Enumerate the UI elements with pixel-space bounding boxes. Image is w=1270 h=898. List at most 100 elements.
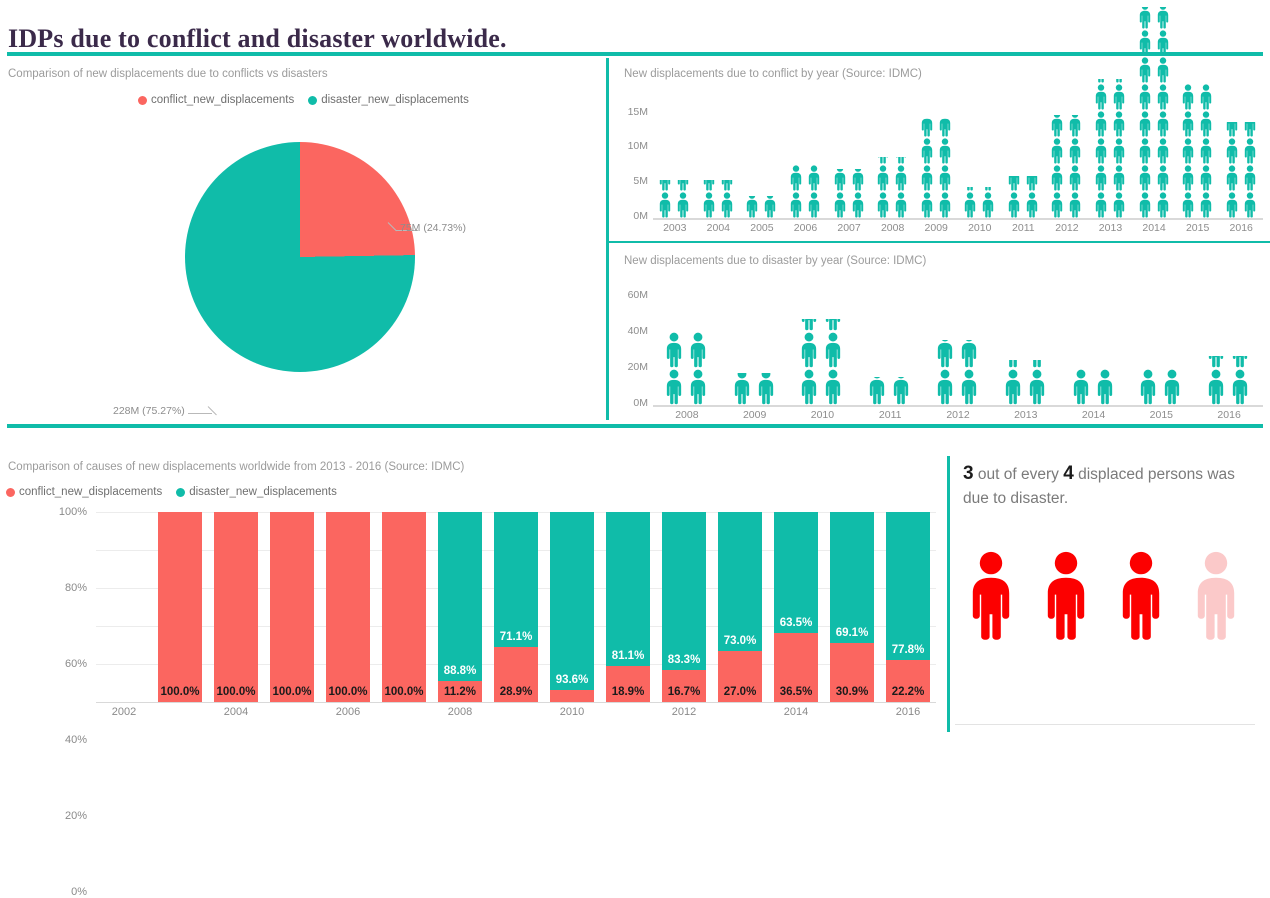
- panel-divider-vertical: [606, 58, 609, 420]
- pictogram-column[interactable]: [1180, 84, 1214, 218]
- pictogram-stack: [755, 373, 777, 405]
- pictogram-column[interactable]: [657, 180, 691, 218]
- pictogram-stack: [687, 332, 709, 405]
- bar-column[interactable]: 30.9% 69.1%: [830, 512, 874, 702]
- bar-x-axis-label: 2014: [783, 706, 809, 718]
- y-axis-label: 20%: [64, 810, 87, 822]
- pictogram-column[interactable]: [1093, 79, 1127, 218]
- bar-column[interactable]: 22.2% 77.8%: [886, 512, 930, 702]
- person-icon-partial: [1002, 360, 1024, 368]
- pictogram-column[interactable]: [866, 377, 912, 405]
- bar-column[interactable]: 100.0%: [214, 512, 258, 702]
- bar-segment-disaster: [718, 512, 762, 651]
- legend-item-conflict[interactable]: conflict_new_displacements: [138, 94, 294, 106]
- pictogram-column[interactable]: [1137, 369, 1183, 405]
- pictogram-stack: [798, 319, 820, 405]
- bar-legend-item-disaster[interactable]: disaster_new_displacements: [176, 486, 337, 498]
- pictogram-column[interactable]: [788, 165, 822, 218]
- bar-column[interactable]: 100.0%: [158, 512, 202, 702]
- pictogram-column[interactable]: [962, 187, 996, 218]
- pictogram-column[interactable]: [934, 340, 980, 405]
- bar-x-axis-line: [96, 702, 936, 703]
- person-icon: [798, 369, 820, 405]
- person-icon: [1093, 84, 1109, 110]
- person-icon: [937, 192, 953, 218]
- person-icon: [1161, 369, 1183, 405]
- bar-segment-conflict: [270, 512, 314, 702]
- person-icon-partial: [719, 180, 735, 191]
- person-icon-partial: [701, 180, 717, 191]
- person-icon-partial: [1093, 79, 1109, 83]
- bar-label-conflict: 28.9%: [499, 686, 533, 698]
- pictogram-column[interactable]: [1205, 356, 1251, 405]
- person-icon: [934, 369, 956, 405]
- pictogram-column[interactable]: [832, 169, 866, 218]
- bar-x-axis-label: 2004: [223, 706, 249, 718]
- pictogram-column[interactable]: [1224, 122, 1258, 218]
- bar-x-axis-label: 2006: [335, 706, 361, 718]
- pictogram-column[interactable]: [1070, 369, 1116, 405]
- pictogram-column[interactable]: [744, 196, 778, 218]
- pictogram-stack: [919, 118, 935, 218]
- pictogram-column[interactable]: [663, 332, 709, 405]
- pictogram-stack: [1137, 7, 1153, 218]
- pictogram-stack: [850, 169, 866, 218]
- conflict-pictogram-plot: [653, 7, 1263, 218]
- person-icon-partial: [890, 377, 912, 405]
- bar-column[interactable]: 36.5% 63.5%: [774, 512, 818, 702]
- bar-column[interactable]: 100.0%: [270, 512, 314, 702]
- bar-legend-item-conflict[interactable]: conflict_new_displacements: [6, 486, 162, 498]
- pie-chart: [185, 142, 415, 372]
- pictogram-column[interactable]: [919, 118, 953, 218]
- x-axis-label: 2010: [810, 409, 835, 421]
- conflict-chart-caption: New displacements due to conflict by yea…: [624, 68, 922, 80]
- pictogram-column[interactable]: [798, 319, 844, 405]
- bar-column[interactable]: 27.0% 73.0%: [718, 512, 762, 702]
- bar-column[interactable]: 28.9% 71.1%: [494, 512, 538, 702]
- info-text-tail: displaced persons was due to disaster.: [963, 466, 1235, 507]
- bar-segment-disaster: [886, 512, 930, 660]
- person-icon-partial: [657, 180, 673, 191]
- pictogram-column[interactable]: [1049, 115, 1083, 218]
- pictogram-column[interactable]: [875, 157, 909, 218]
- pictogram-stack: [806, 165, 822, 218]
- x-axis-label: 2004: [706, 222, 731, 234]
- bar-column[interactable]: 16.7% 83.3%: [662, 512, 706, 702]
- bar-label-conflict: 18.9%: [611, 686, 645, 698]
- bar-column[interactable]: 100.0%: [382, 512, 426, 702]
- pictogram-stack: [762, 196, 778, 218]
- pie-slices[interactable]: [185, 142, 415, 372]
- person-icon-partial: [893, 157, 909, 164]
- pictogram-stack: [719, 180, 735, 218]
- person-icon-partial: [832, 169, 848, 191]
- person-icon: [1198, 84, 1214, 110]
- person-icon-partial: [1049, 115, 1065, 137]
- legend-dot-conflict-icon: [138, 95, 147, 105]
- legend-item-disaster[interactable]: disaster_new_displacements: [308, 94, 469, 106]
- bar-column[interactable]: 93.6%: [550, 512, 594, 702]
- pictogram-column[interactable]: [731, 373, 777, 405]
- pictogram-stack: [958, 340, 980, 405]
- bar-column[interactable]: 18.9% 81.1%: [606, 512, 650, 702]
- person-icon: [1111, 192, 1127, 218]
- person-icon: [719, 192, 735, 218]
- x-axis-label: 2015: [1185, 222, 1210, 234]
- summary-info-panel: 3 out of every 4 displaced persons was d…: [947, 430, 1270, 732]
- pictogram-column[interactable]: [1002, 360, 1048, 405]
- person-icon: [1155, 192, 1171, 218]
- bar-label-disaster: 73.0%: [723, 634, 757, 647]
- bar-column[interactable]: 11.2% 88.8%: [438, 512, 482, 702]
- x-axis-label: 2013: [1098, 222, 1123, 234]
- pictogram-column[interactable]: [1137, 7, 1171, 218]
- bar-column[interactable]: 100.0%: [326, 512, 370, 702]
- person-icon: [1155, 111, 1171, 137]
- pictogram-column[interactable]: [701, 180, 735, 218]
- x-axis-label: 2016: [1229, 222, 1253, 234]
- x-axis-label: 2008: [880, 222, 905, 234]
- person-icon-partial: [1205, 356, 1227, 368]
- pictogram-stack: [1205, 356, 1227, 405]
- pie-chart-panel: Comparison of new displacements due to c…: [0, 58, 604, 420]
- x-axis-label: 2008: [675, 409, 699, 421]
- pictogram-column[interactable]: [1006, 176, 1040, 218]
- pictogram-stack: [890, 377, 912, 405]
